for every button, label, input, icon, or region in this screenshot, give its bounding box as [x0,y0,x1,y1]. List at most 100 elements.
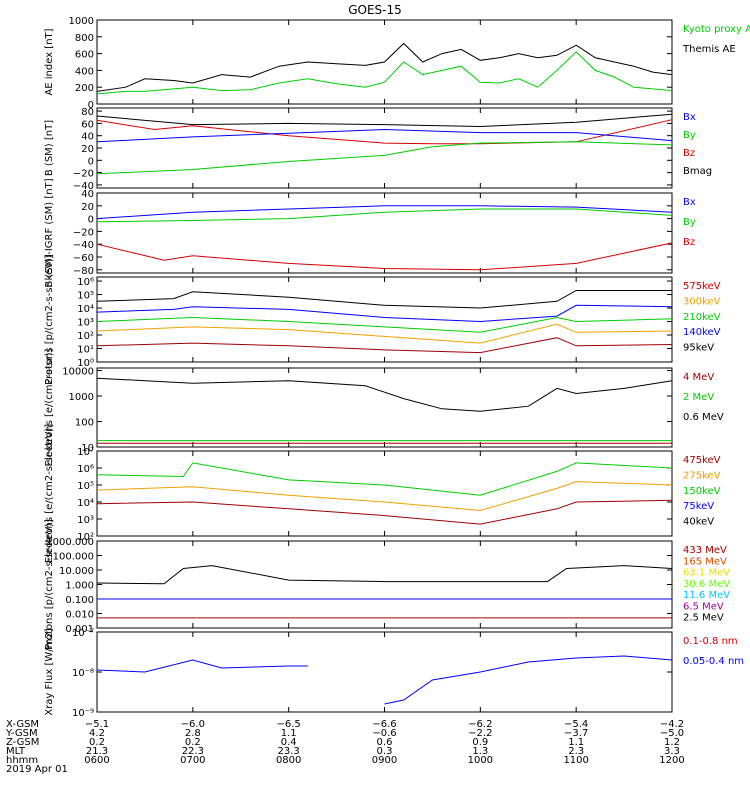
y-tick-label: 10⁶ [77,277,94,288]
y-tick-label: 10² [77,532,94,543]
legend-entry-150kev: 150keV [683,486,721,497]
series-line-bz [96,242,673,271]
legend-entry-475kev: 475keV [683,455,721,466]
x-row-value: 4.2 [89,728,105,739]
legend-entry-bz: Bz [683,148,695,159]
series-line-bx [96,205,673,220]
x-row-value: 2.8 [185,728,201,739]
legend-entry-4-mev: 4 MeV [683,372,714,383]
y-axis-label: AE index [nT] [44,28,55,95]
x-row-value: 1.2 [664,737,680,748]
series-line-210kev [96,316,673,333]
y-tick-label: 600 [75,50,94,61]
y-tick-label: 0 [88,156,94,167]
legend-entry-0-6-mev: 0.6 MeV [683,412,724,423]
x-row-label: X-GSM [6,719,39,730]
panel-frame [96,367,673,448]
series-line-bx [96,128,673,143]
series-line-2-5-mev [96,565,673,585]
x-row-value: 0.3 [377,746,393,757]
y-tick-label: 10⁷ [77,447,94,458]
x-row-value: 1200 [659,755,684,766]
panel-7: 0.001 0.010 0.100 1.000 10.000 100.000 1000.00… [44,519,730,650]
y-tick-label: 10³ [77,318,94,329]
y-tick-label: −20 [73,227,94,238]
series-line-150kev [96,462,673,496]
legend-entry-30-6-mev: 30.6 MeV [683,579,730,590]
x-row-value: 0.9 [472,737,488,748]
y-tick-label: 10⁵ [77,481,94,492]
x-row-value: 1.1 [281,728,297,739]
y-tick-label: 1000.000 [46,537,94,548]
legend-entry-2-mev: 2 MeV [683,392,714,403]
y-tick-label: 40 [81,189,94,200]
legend-entry-0-05-0-4-nm: 0.05-0.4 nm [683,656,744,667]
series-line-95kev [96,290,672,309]
y-tick-label: 80 [81,107,94,118]
legend-entry-140kev: 140keV [683,327,721,338]
y-axis-label: B (SM) [nT] [44,120,55,176]
y-tick-label: −40 [73,181,94,192]
series-line-575kev [96,337,673,354]
x-row-value: 0600 [84,755,109,766]
series-line-themis-ae [96,42,673,92]
legend-entry-bmag: Bmag [683,166,712,177]
y-tick-label: 100.000 [53,552,94,563]
panel-frame [96,540,673,629]
y-tick-label: 10 [81,443,94,454]
legend-entry-bx: Bx [683,197,696,208]
x-row-value: −6.5 [277,719,301,730]
y-axis-label: Xray Flux [W/m2] [44,628,55,715]
x-row-value: −4.2 [660,719,684,730]
x-row-value: −0.6 [372,728,396,739]
x-row-value: 2.3 [568,746,584,757]
series-line-kyoto-proxy-ae [96,51,673,95]
series-line-0-05-0-4-nm [384,655,673,705]
y-tick-label: 800 [75,33,94,44]
y-axis-label: B (SM)-IGRF (SM) [nT] [44,178,55,287]
y-tick-label: 400 [75,66,94,77]
legend-entry-6-5-mev: 6.5 MeV [683,601,724,612]
legend-entry-75kev: 75keV [683,501,714,512]
x-row-value: 0700 [180,755,205,766]
panel-4: 10⁰ 10¹ 10² 10³ 10⁴ 10⁵ 10⁶ Protons [p/(cm2-s-s… [44,254,721,385]
y-tick-label: 20 [81,144,94,155]
series-line-300kev [96,323,673,344]
x-row-value: 0800 [276,755,301,766]
x-axis-table: X-GSM −5.1 −6.0 −6.5 −6.6 −6.2 −5.4 −4.2 Y-GSM 4.… [5,719,685,775]
y-axis-label: Electrons [e/(cm2-s-sr-keV)] [44,424,55,563]
y-tick-label: 0.001 [65,624,94,635]
legend-entry-300kev: 300keV [683,296,721,307]
y-tick-label: 0.010 [65,610,94,621]
panel-6: 10² 10³ 10⁴ 10⁵ 10⁶ 10⁷ Electrons [e/(cm2-s-sr… [44,424,721,563]
panel-5: 10 100 1000 10000 Electrons [e/(cm2-s-sr)] 4 … [44,348,724,466]
y-tick-label: 0.100 [65,595,94,606]
x-row-value: 21.3 [86,746,108,757]
legend-entry-433-mev: 433 MeV [683,545,727,556]
y-tick-label: −20 [73,169,94,180]
legend-entry-165-mev: 165 MeV [683,556,727,567]
legend-entry-11-6-mev: 11.6 MeV [683,590,730,601]
x-row-value: −6.6 [372,719,396,730]
x-row-value: 1.3 [472,746,488,757]
panel-frame [96,107,673,189]
y-tick-label: 20 [81,202,94,213]
x-row-value: 0.2 [185,737,201,748]
x-row-label: hhmm [6,755,38,766]
legend-entry-by: By [683,130,696,141]
y-tick-label: −80 [73,266,94,277]
y-tick-label: 200 [75,83,94,94]
legend-entry-63-1-mev: 63.1 MeV [683,568,730,579]
x-row-value: −5.1 [85,719,109,730]
legend-entry-0-1-0-8-nm: 0.1-0.8 nm [683,636,738,647]
series-line-475kev [96,499,673,525]
plot-title: GOES-15 [348,3,402,17]
legend-entry-210kev: 210keV [683,312,721,323]
y-tick-label: 10⁻⁸ [72,668,94,679]
y-tick-label: 10¹ [77,345,94,356]
x-row-value: 1100 [563,755,588,766]
x-row-value: 22.3 [182,746,204,757]
x-row-value: 1.1 [568,737,584,748]
